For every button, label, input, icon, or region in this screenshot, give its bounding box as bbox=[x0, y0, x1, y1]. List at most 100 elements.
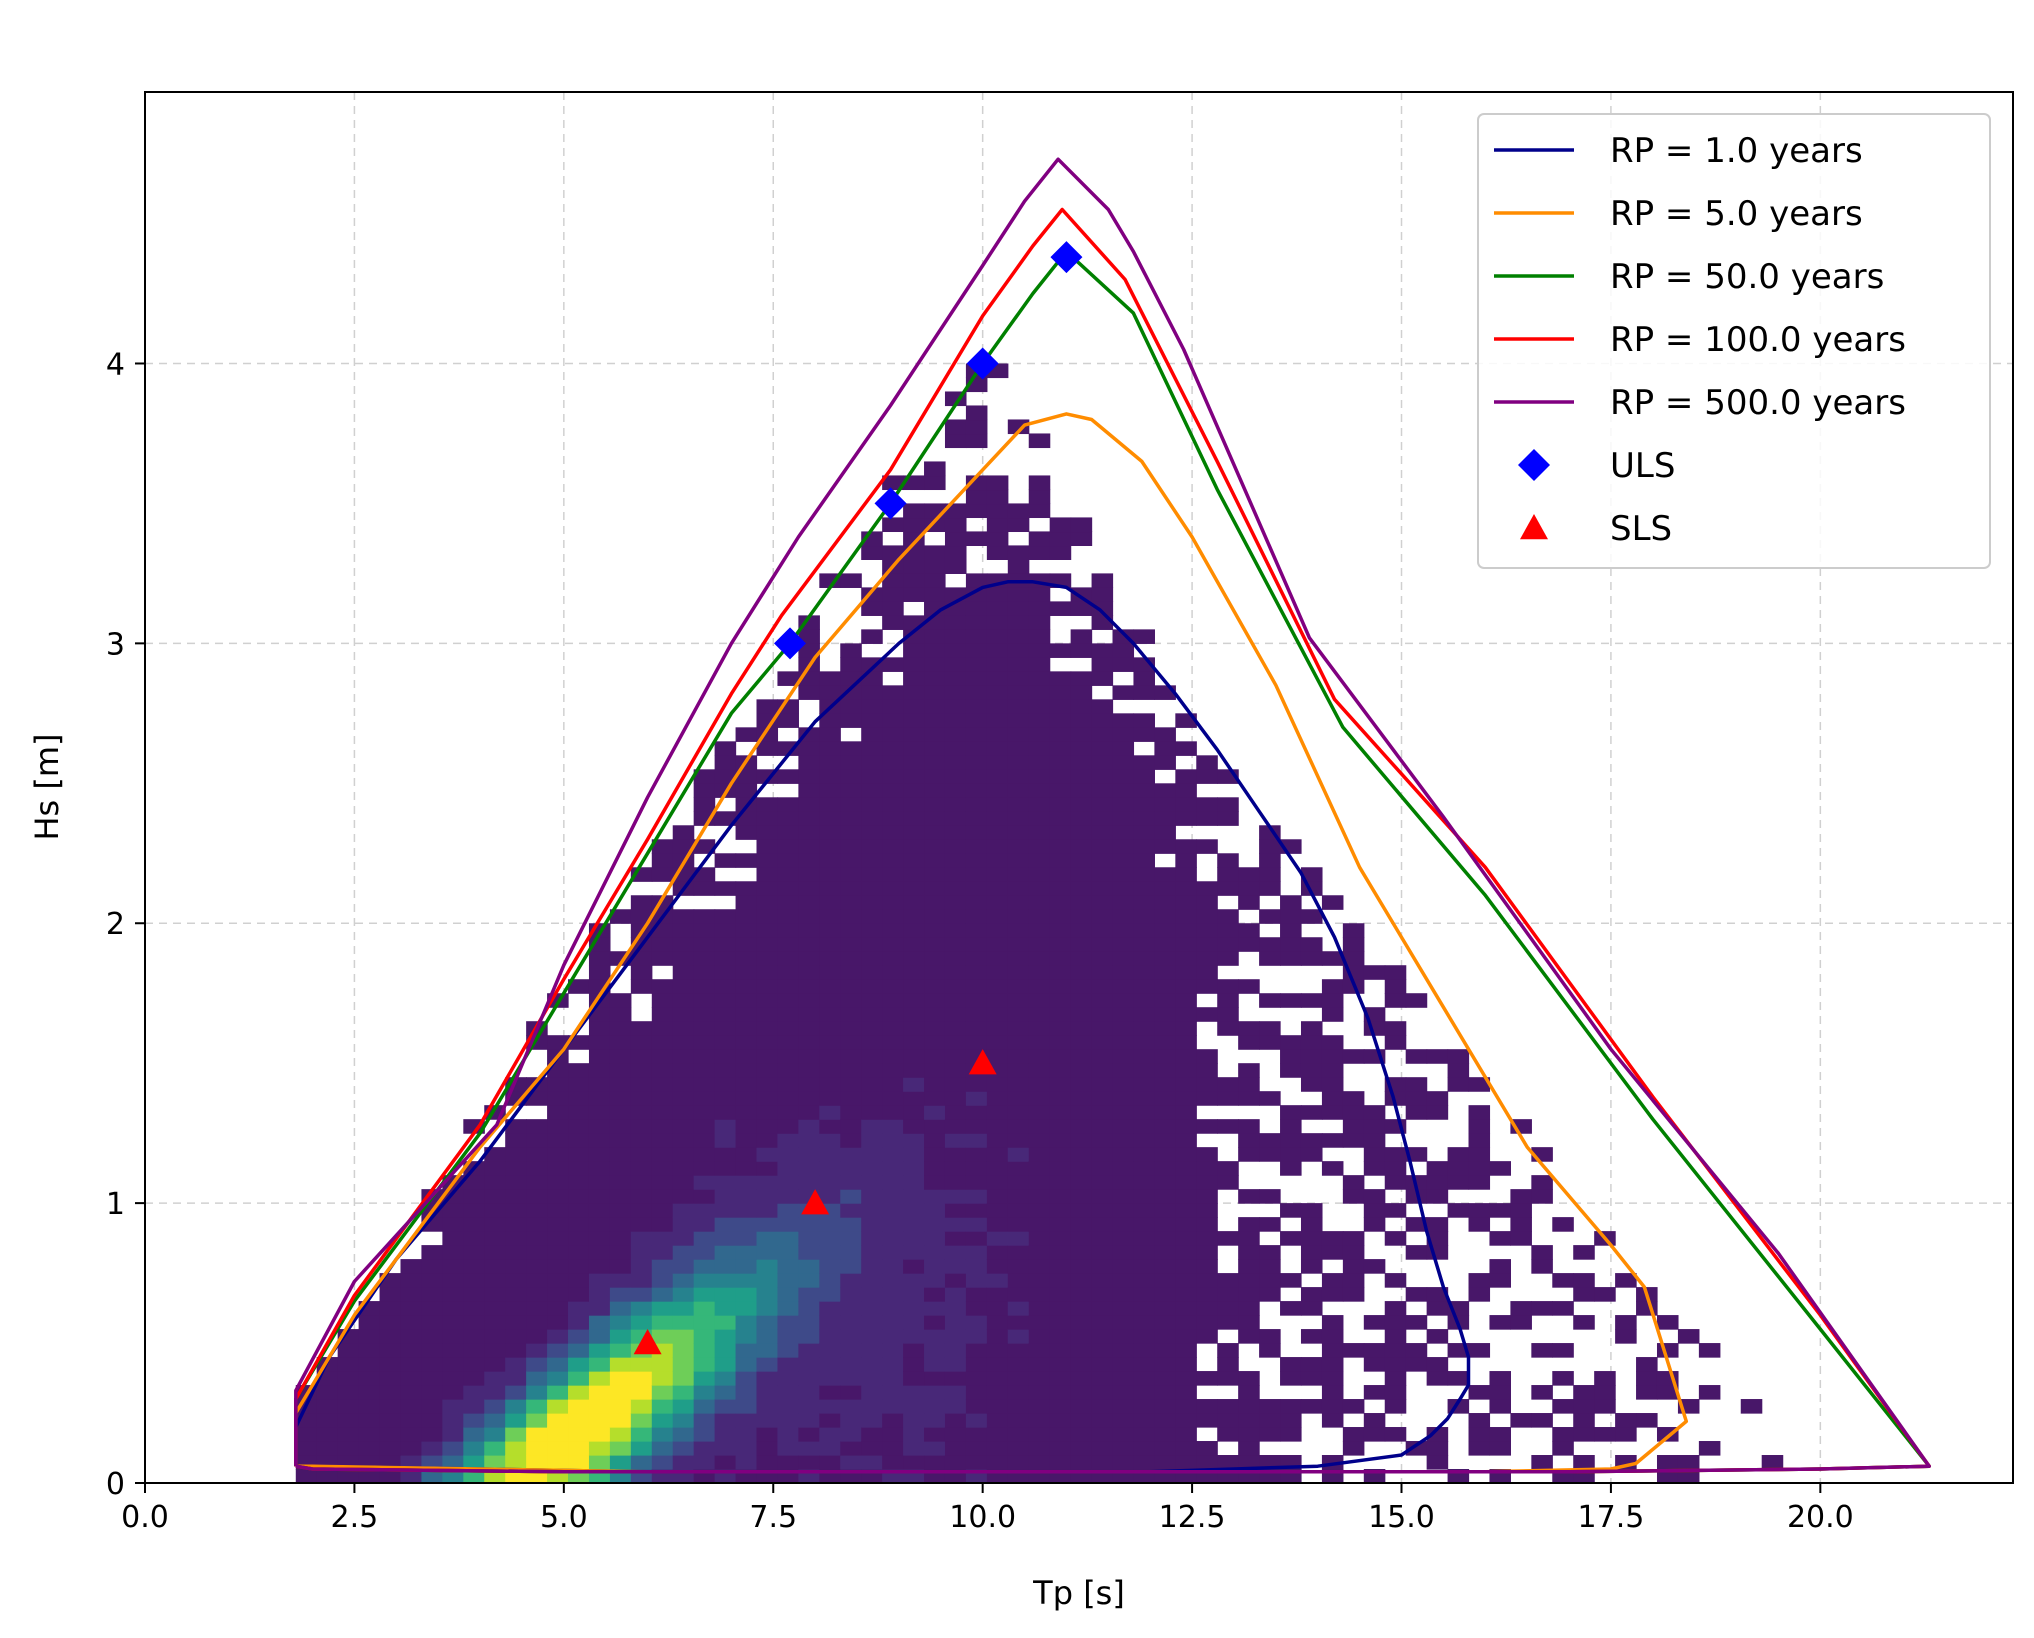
density-cell bbox=[735, 909, 758, 924]
density-cell bbox=[1531, 1385, 1553, 1400]
density-cell bbox=[1091, 951, 1114, 966]
density-cell bbox=[798, 1119, 820, 1134]
density-cell bbox=[965, 783, 988, 798]
density-cell bbox=[861, 1175, 883, 1190]
density-cell bbox=[840, 1119, 862, 1134]
density-cell bbox=[1217, 909, 1239, 924]
density-cell bbox=[798, 1161, 820, 1176]
density-cell bbox=[1112, 1455, 1135, 1470]
density-cell bbox=[986, 629, 1009, 644]
density-cell bbox=[693, 1245, 716, 1260]
density-cell bbox=[965, 853, 988, 868]
density-cell bbox=[1175, 909, 1197, 924]
density-cell bbox=[1133, 1063, 1155, 1078]
density-cell bbox=[903, 657, 925, 672]
density-cell bbox=[1740, 1399, 1763, 1414]
density-cell bbox=[651, 1035, 674, 1050]
density-cell bbox=[882, 1357, 904, 1372]
density-cell bbox=[484, 1427, 506, 1442]
density-cell bbox=[840, 1203, 862, 1218]
density-cell bbox=[505, 1175, 527, 1190]
density-cell bbox=[1112, 853, 1135, 868]
density-cell bbox=[1175, 853, 1197, 868]
density-cell bbox=[1238, 1133, 1260, 1148]
density-cell bbox=[882, 1259, 904, 1274]
density-cell bbox=[714, 1231, 737, 1246]
density-cell bbox=[588, 1063, 611, 1078]
density-cell bbox=[547, 1301, 569, 1316]
density-cell bbox=[484, 1189, 506, 1204]
density-cell bbox=[568, 1175, 590, 1190]
density-cell bbox=[1405, 1189, 1428, 1204]
density-cell bbox=[588, 1077, 611, 1092]
density-cell bbox=[1028, 587, 1051, 602]
density-cell bbox=[1091, 1105, 1114, 1120]
density-cell bbox=[735, 783, 758, 798]
density-cell bbox=[1133, 1357, 1155, 1372]
density-cell bbox=[693, 1077, 716, 1092]
density-cell bbox=[903, 1455, 925, 1470]
density-cell bbox=[1342, 1427, 1365, 1442]
density-cell bbox=[379, 1357, 402, 1372]
density-cell bbox=[547, 1427, 569, 1442]
density-cell bbox=[1028, 797, 1051, 812]
density-cell bbox=[1112, 923, 1135, 938]
density-cell bbox=[1112, 1371, 1135, 1386]
density-cell bbox=[1154, 1413, 1176, 1428]
density-cell bbox=[861, 1007, 883, 1022]
density-cell bbox=[1112, 1049, 1135, 1064]
density-cell bbox=[588, 1413, 611, 1428]
density-cell bbox=[1091, 769, 1114, 784]
density-cell bbox=[1028, 1161, 1051, 1176]
density-cell bbox=[1070, 1147, 1093, 1162]
density-cell bbox=[1447, 1161, 1470, 1176]
density-cell bbox=[861, 811, 883, 826]
density-cell bbox=[1300, 1259, 1323, 1274]
density-cell bbox=[840, 1273, 862, 1288]
density-cell bbox=[1280, 909, 1302, 924]
density-cell bbox=[1154, 1091, 1176, 1106]
density-cell bbox=[1656, 1385, 1679, 1400]
density-cell bbox=[1300, 1077, 1323, 1092]
density-cell bbox=[1363, 1385, 1386, 1400]
density-cell bbox=[882, 475, 904, 491]
density-cell bbox=[986, 643, 1009, 658]
density-cell bbox=[609, 1105, 632, 1120]
density-cell bbox=[588, 1441, 611, 1456]
density-cell bbox=[944, 1161, 967, 1176]
density-cell bbox=[798, 1399, 820, 1414]
density-cell bbox=[882, 1343, 904, 1358]
density-cell bbox=[924, 1189, 946, 1204]
density-cell bbox=[903, 1021, 925, 1036]
density-cell bbox=[944, 545, 967, 560]
density-cell bbox=[1196, 797, 1218, 812]
density-cell bbox=[840, 797, 862, 812]
density-cell bbox=[756, 1343, 779, 1358]
density-cell bbox=[1049, 1147, 1072, 1162]
density-cell bbox=[672, 1007, 695, 1022]
density-cell bbox=[1280, 1399, 1302, 1414]
density-cell bbox=[861, 797, 883, 812]
density-cell bbox=[1280, 1049, 1302, 1064]
density-cell bbox=[609, 1427, 632, 1442]
density-cell bbox=[1028, 503, 1051, 519]
density-cell bbox=[882, 951, 904, 966]
density-cell bbox=[1154, 1455, 1176, 1470]
density-cell bbox=[505, 1161, 527, 1176]
density-cell bbox=[1489, 1385, 1511, 1400]
density-cell bbox=[1363, 965, 1386, 980]
density-cell bbox=[1007, 1063, 1030, 1078]
density-cell bbox=[798, 1371, 820, 1386]
density-cell bbox=[777, 881, 799, 896]
density-cell bbox=[903, 993, 925, 1008]
density-cell bbox=[1070, 881, 1093, 896]
density-cell bbox=[861, 1427, 883, 1442]
density-cell bbox=[714, 1315, 737, 1330]
density-cell bbox=[1154, 1007, 1176, 1022]
density-cell bbox=[986, 517, 1009, 533]
density-cell bbox=[1217, 881, 1239, 896]
density-cell bbox=[1238, 1231, 1260, 1246]
density-cell bbox=[1300, 1217, 1323, 1232]
density-cell bbox=[840, 741, 862, 756]
density-cell bbox=[777, 1273, 799, 1288]
